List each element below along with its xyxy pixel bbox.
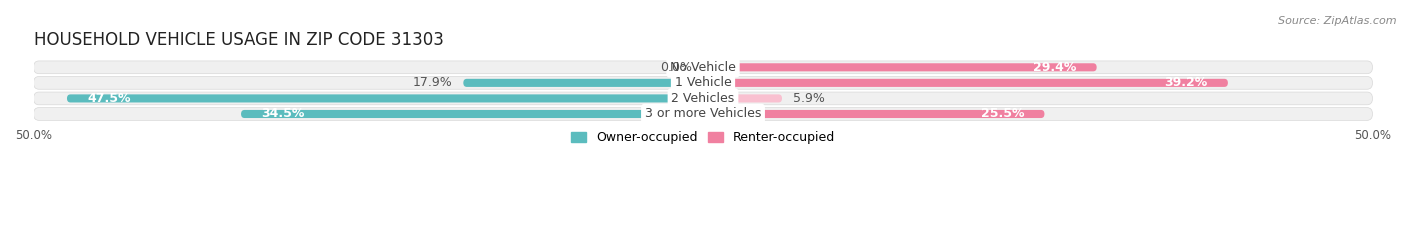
- Text: 29.4%: 29.4%: [1033, 61, 1077, 74]
- Text: 3 or more Vehicles: 3 or more Vehicles: [645, 107, 761, 120]
- Text: Source: ZipAtlas.com: Source: ZipAtlas.com: [1278, 16, 1396, 26]
- FancyBboxPatch shape: [703, 110, 1045, 118]
- Text: 47.5%: 47.5%: [87, 92, 131, 105]
- FancyBboxPatch shape: [464, 79, 703, 87]
- Text: 5.9%: 5.9%: [793, 92, 824, 105]
- FancyBboxPatch shape: [34, 76, 1372, 89]
- FancyBboxPatch shape: [67, 94, 703, 103]
- Text: 34.5%: 34.5%: [262, 107, 305, 120]
- FancyBboxPatch shape: [34, 108, 1372, 120]
- Text: 17.9%: 17.9%: [413, 76, 453, 89]
- Text: 39.2%: 39.2%: [1164, 76, 1208, 89]
- Legend: Owner-occupied, Renter-occupied: Owner-occupied, Renter-occupied: [567, 127, 839, 149]
- FancyBboxPatch shape: [703, 79, 1227, 87]
- FancyBboxPatch shape: [34, 92, 1372, 105]
- FancyBboxPatch shape: [703, 63, 1097, 71]
- Text: 2 Vehicles: 2 Vehicles: [672, 92, 734, 105]
- Text: HOUSEHOLD VEHICLE USAGE IN ZIP CODE 31303: HOUSEHOLD VEHICLE USAGE IN ZIP CODE 3130…: [34, 31, 443, 49]
- Text: 1 Vehicle: 1 Vehicle: [675, 76, 731, 89]
- Text: No Vehicle: No Vehicle: [671, 61, 735, 74]
- FancyBboxPatch shape: [34, 61, 1372, 74]
- Text: 0.0%: 0.0%: [661, 61, 692, 74]
- FancyBboxPatch shape: [703, 94, 782, 103]
- FancyBboxPatch shape: [240, 110, 703, 118]
- Text: 25.5%: 25.5%: [981, 107, 1025, 120]
